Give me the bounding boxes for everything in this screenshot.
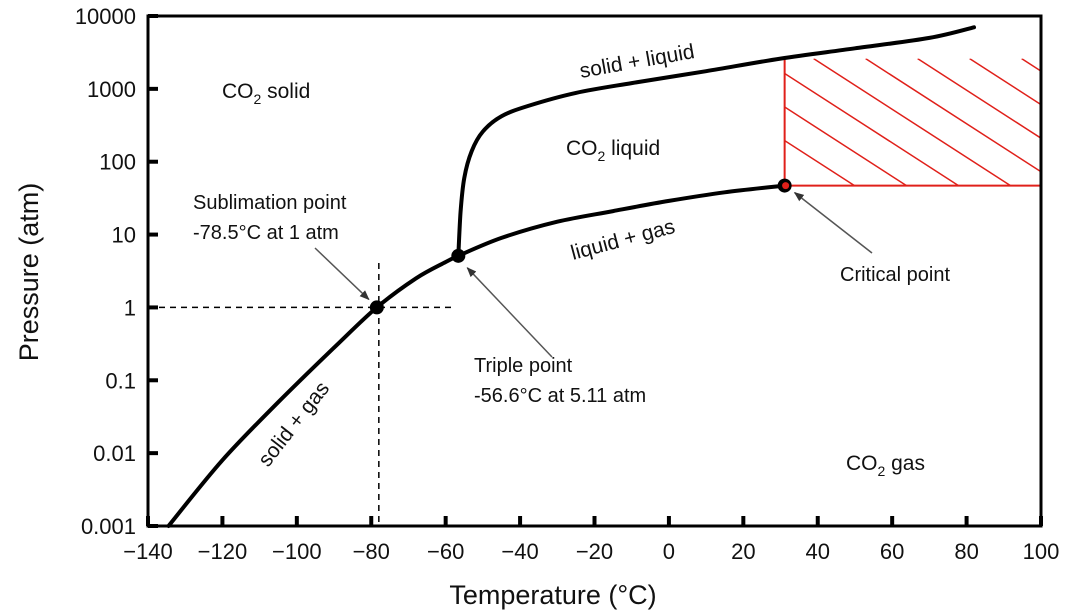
x-tick-label: −20 bbox=[576, 539, 613, 564]
hatch-line bbox=[784, 106, 907, 186]
hatch-line bbox=[1021, 58, 1041, 72]
x-tick-label: −100 bbox=[272, 539, 322, 564]
critical-point-title: Critical point bbox=[840, 264, 950, 286]
y-tick-label: 10 bbox=[112, 223, 136, 248]
x-tick-label: −140 bbox=[123, 539, 173, 564]
critical-point-center bbox=[782, 182, 790, 190]
boundary-label-liquid-gas: liquid + gas bbox=[568, 215, 677, 265]
x-tick-label: −40 bbox=[501, 539, 538, 564]
annotation-arrows bbox=[314, 191, 873, 358]
region-label-liquid: CO2 liquid bbox=[566, 137, 660, 164]
x-tick-label: 80 bbox=[954, 539, 978, 564]
solid-gas-curve bbox=[166, 253, 461, 528]
y-tick-label: 10000 bbox=[75, 4, 136, 29]
y-tick-label: 1000 bbox=[87, 77, 136, 102]
y-tick-label: 0.01 bbox=[93, 441, 136, 466]
x-tick-label: −80 bbox=[353, 539, 390, 564]
region-label-gas: CO2 gas bbox=[846, 452, 925, 479]
supercritical-region bbox=[783, 58, 1041, 187]
sublimation-arrow bbox=[314, 247, 370, 301]
sublimation-guides bbox=[148, 263, 456, 526]
x-axis-ticks: −140 −120 −100 −80 −60 −40 −20 0 20 40 60 80 100 bbox=[123, 516, 1059, 564]
x-tick-label: 60 bbox=[880, 539, 904, 564]
key-points bbox=[369, 178, 792, 315]
x-tick-label: 0 bbox=[663, 539, 675, 564]
hatch-line bbox=[784, 72, 959, 186]
x-axis-title: Temperature (°C) bbox=[449, 580, 656, 610]
triple-point-marker bbox=[451, 248, 466, 263]
triple-point-title: Triple point bbox=[474, 355, 573, 377]
y-axis-ticks: 0.001 0.01 0.1 1 10 100 1000 10000 bbox=[75, 4, 158, 539]
hatch-line bbox=[865, 58, 1041, 173]
triple-point-arrow bbox=[466, 267, 553, 358]
x-tick-label: −60 bbox=[427, 539, 464, 564]
sublimation-point-detail: -78.5°C at 1 atm bbox=[193, 222, 339, 244]
y-tick-label: 100 bbox=[99, 150, 136, 175]
triple-point-detail: -56.6°C at 5.11 atm bbox=[474, 385, 646, 407]
solid-liquid-curve bbox=[456, 25, 976, 258]
sublimation-point-marker bbox=[369, 300, 384, 315]
x-tick-label: 20 bbox=[731, 539, 755, 564]
phase-boundaries bbox=[166, 25, 976, 528]
y-tick-label: 1 bbox=[124, 295, 136, 320]
sublimation-point-title: Sublimation point bbox=[193, 192, 347, 214]
hatch-line bbox=[917, 58, 1041, 140]
x-tick-label: −120 bbox=[198, 539, 248, 564]
hatch-line bbox=[784, 139, 855, 186]
y-tick-label: 0.1 bbox=[105, 368, 136, 393]
y-axis-title: Pressure (atm) bbox=[14, 183, 44, 362]
hatch-line bbox=[969, 58, 1041, 106]
region-label-solid: CO2 solid bbox=[222, 80, 310, 107]
x-tick-label: 100 bbox=[1023, 539, 1060, 564]
y-tick-label: 0.001 bbox=[81, 514, 136, 539]
liquid-gas-curve bbox=[456, 183, 787, 258]
critical-point-arrow bbox=[793, 191, 873, 254]
hatch-line bbox=[813, 58, 1011, 186]
x-tick-label: 40 bbox=[806, 539, 830, 564]
boundary-label-solid-gas: solid + gas bbox=[254, 377, 334, 471]
